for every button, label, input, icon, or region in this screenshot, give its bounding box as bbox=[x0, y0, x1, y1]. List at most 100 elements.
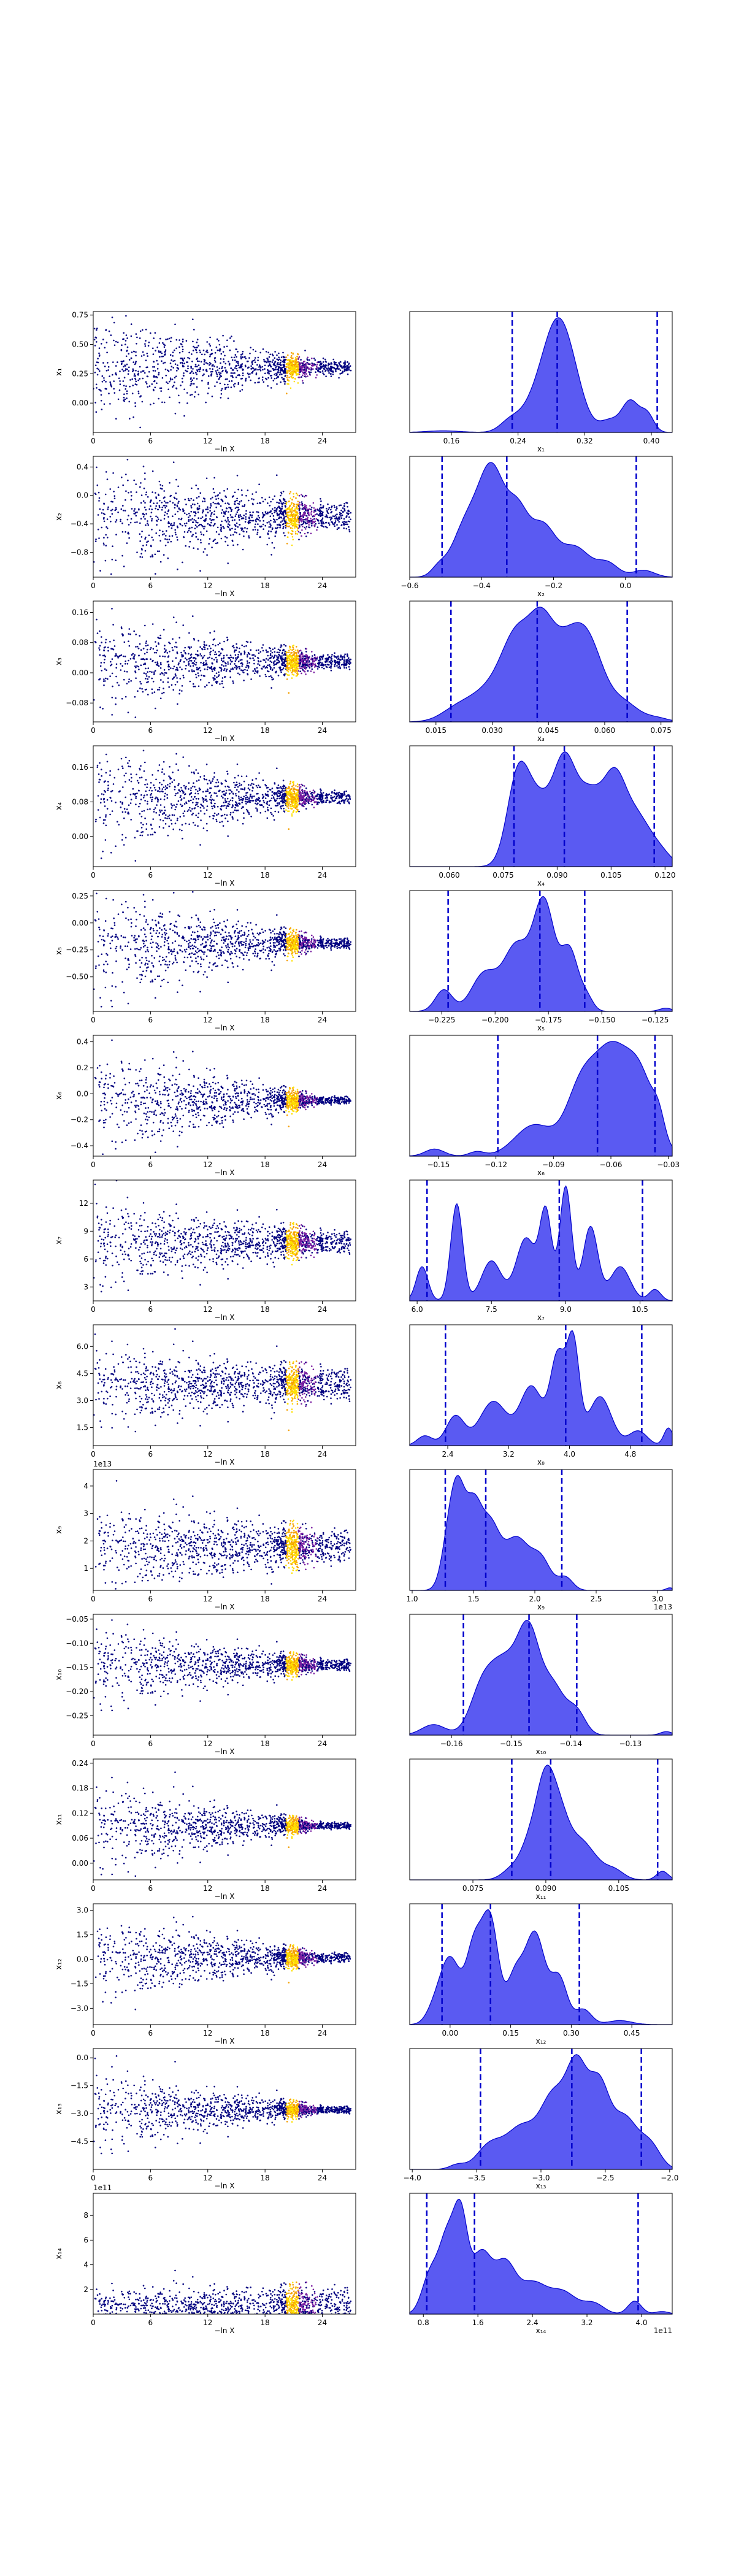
scatter-point bbox=[343, 508, 345, 510]
scatter-point bbox=[344, 653, 346, 655]
scatter-point bbox=[296, 367, 299, 370]
scatter-point bbox=[179, 362, 182, 364]
scatter-point bbox=[299, 526, 301, 528]
scatter-point bbox=[249, 657, 251, 659]
scatter-point bbox=[98, 500, 100, 502]
scatter-point bbox=[308, 519, 310, 522]
scatter-point bbox=[220, 670, 223, 672]
scatter-point bbox=[190, 660, 193, 662]
scatter-point bbox=[207, 657, 209, 659]
scatter-point bbox=[188, 662, 190, 665]
scatter-point bbox=[155, 519, 158, 522]
scatter-point bbox=[286, 678, 288, 680]
scatter-point bbox=[339, 512, 341, 514]
scatter-point bbox=[167, 382, 169, 385]
scatter-point bbox=[120, 348, 123, 351]
scatter-point bbox=[240, 515, 242, 518]
scatter-point bbox=[159, 499, 161, 502]
scatter-point bbox=[242, 788, 243, 790]
scatter-point bbox=[287, 670, 289, 673]
scatter-point bbox=[120, 361, 123, 362]
scatter-point bbox=[167, 677, 169, 679]
scatter-point bbox=[286, 363, 288, 365]
scatter-point bbox=[193, 383, 195, 385]
scatter-point bbox=[242, 663, 243, 665]
scatter-point bbox=[264, 368, 266, 370]
scatter-point bbox=[292, 517, 294, 519]
scatter-point bbox=[312, 368, 313, 370]
scatter-point bbox=[180, 523, 182, 526]
scatter-point bbox=[285, 523, 288, 526]
scatter-point bbox=[289, 515, 291, 517]
scatter-point bbox=[211, 512, 213, 514]
scatter-point bbox=[151, 671, 153, 673]
scatter-point bbox=[288, 650, 290, 652]
scatter-point bbox=[277, 514, 278, 516]
scatter-point bbox=[142, 351, 144, 353]
y-tick-label: 0.75 bbox=[72, 311, 88, 320]
scatter-point bbox=[294, 650, 297, 651]
scatter-point bbox=[286, 377, 288, 378]
scatter-point bbox=[347, 520, 350, 523]
scatter-point bbox=[232, 384, 235, 386]
scatter-point bbox=[158, 643, 160, 645]
scatter-point bbox=[266, 664, 269, 667]
scatter-point bbox=[128, 370, 130, 372]
scatter-point bbox=[191, 518, 194, 520]
scatter-point bbox=[298, 539, 300, 540]
scatter-point bbox=[97, 358, 99, 359]
scatter-point bbox=[313, 358, 315, 359]
scatter-point bbox=[155, 532, 157, 534]
scatter-point bbox=[155, 645, 158, 647]
scatter-point bbox=[282, 657, 283, 659]
y-tick-label: 0.25 bbox=[72, 369, 88, 378]
y-tick-label: 0.0 bbox=[77, 491, 88, 500]
scatter-point bbox=[180, 651, 182, 654]
scatter-point bbox=[191, 670, 193, 673]
scatter-point bbox=[226, 517, 229, 519]
scatter-point bbox=[277, 657, 279, 659]
scatter-point bbox=[300, 657, 302, 659]
scatter-point bbox=[241, 389, 243, 391]
scatter-point bbox=[194, 347, 196, 349]
scatter-point bbox=[99, 570, 101, 572]
scatter-point bbox=[191, 662, 194, 664]
scatter-point bbox=[163, 497, 165, 499]
scatter-point bbox=[284, 368, 286, 370]
scatter-point bbox=[314, 513, 316, 516]
scatter-point bbox=[140, 658, 142, 660]
scatter-point bbox=[289, 364, 291, 366]
scatter-point bbox=[212, 780, 213, 782]
scatter-point bbox=[193, 511, 195, 513]
scatter-point bbox=[117, 341, 119, 343]
scatter-point bbox=[186, 402, 188, 404]
scatter-point bbox=[291, 499, 293, 500]
scatter-point bbox=[111, 658, 113, 660]
scatter-point bbox=[113, 491, 115, 493]
scatter-point bbox=[248, 652, 250, 654]
scatter-point bbox=[199, 670, 202, 672]
scatter-point bbox=[234, 663, 236, 665]
scatter-point bbox=[285, 651, 288, 653]
scatter-point bbox=[320, 520, 322, 522]
scatter-point bbox=[232, 682, 234, 684]
scatter-point bbox=[195, 485, 197, 486]
scatter-point bbox=[203, 363, 205, 365]
scatter-point bbox=[158, 374, 160, 376]
scatter-point bbox=[305, 673, 307, 675]
scatter-point bbox=[136, 792, 138, 794]
scatter-point bbox=[145, 494, 147, 496]
scatter-point bbox=[170, 523, 172, 525]
scatter-point bbox=[185, 664, 187, 667]
scatter-point bbox=[277, 659, 279, 661]
scatter-point bbox=[288, 362, 290, 364]
y-tick-label: 0.00 bbox=[72, 399, 88, 407]
scatter-point bbox=[296, 671, 299, 673]
scatter-point bbox=[207, 362, 209, 365]
scatter-point bbox=[217, 681, 219, 683]
scatter-point bbox=[269, 665, 271, 668]
scatter-point bbox=[224, 370, 227, 372]
scatter-point bbox=[148, 371, 150, 373]
scatter-point bbox=[226, 378, 228, 380]
scatter-point bbox=[208, 543, 210, 545]
